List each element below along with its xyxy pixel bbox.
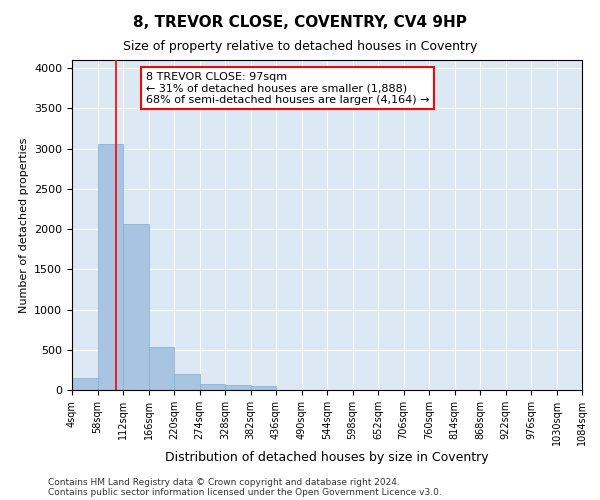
- Bar: [174, 374, 199, 390]
- Text: 8, TREVOR CLOSE, COVENTRY, CV4 9HP: 8, TREVOR CLOSE, COVENTRY, CV4 9HP: [133, 15, 467, 30]
- Y-axis label: Number of detached properties: Number of detached properties: [19, 138, 29, 312]
- Text: 8 TREVOR CLOSE: 97sqm
← 31% of detached houses are smaller (1,888)
68% of semi-d: 8 TREVOR CLOSE: 97sqm ← 31% of detached …: [146, 72, 429, 105]
- X-axis label: Distribution of detached houses by size in Coventry: Distribution of detached houses by size …: [165, 450, 489, 464]
- Text: Contains HM Land Registry data © Crown copyright and database right 2024.: Contains HM Land Registry data © Crown c…: [48, 478, 400, 487]
- Bar: [200, 384, 225, 390]
- Bar: [72, 378, 97, 390]
- Bar: [225, 385, 251, 390]
- Bar: [251, 386, 276, 390]
- Bar: [97, 144, 123, 390]
- Text: Size of property relative to detached houses in Coventry: Size of property relative to detached ho…: [123, 40, 477, 53]
- Bar: [123, 224, 149, 390]
- Bar: [149, 346, 174, 390]
- Text: Contains public sector information licensed under the Open Government Licence v3: Contains public sector information licen…: [48, 488, 442, 497]
